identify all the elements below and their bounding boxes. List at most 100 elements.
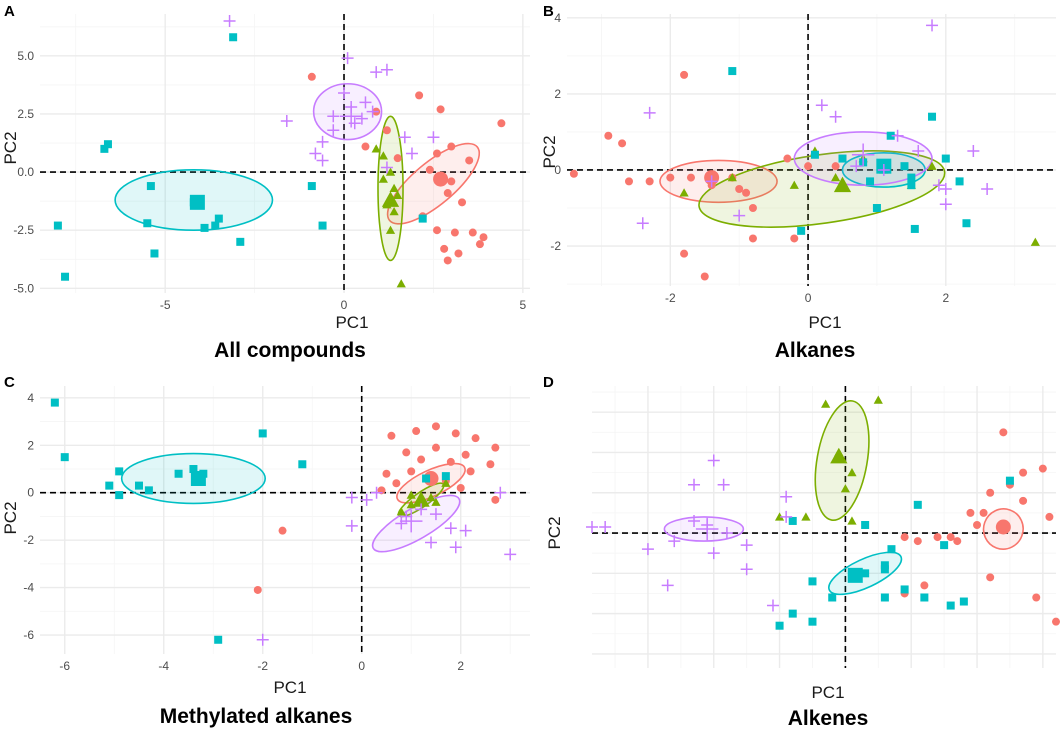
data-point-c3 (146, 182, 155, 191)
panel-a-x-tick-label: 0 (341, 298, 348, 312)
data-point-c1 (624, 177, 633, 186)
data-point-c3 (907, 173, 916, 182)
data-point-c1 (253, 585, 262, 594)
panel-d-x-axis-title: PC1 (811, 683, 844, 702)
data-point-c3 (200, 223, 209, 232)
data-point-c2 (378, 151, 388, 160)
data-point-c1 (680, 70, 689, 79)
data-point-c4 (912, 144, 925, 157)
panel-c-letter: C (4, 374, 15, 391)
data-point-c1 (920, 581, 929, 590)
data-point-c2 (821, 399, 831, 408)
data-point-c3 (61, 272, 70, 281)
data-point-c4 (327, 124, 340, 137)
data-point-c3 (788, 516, 797, 525)
data-point-c2 (406, 490, 416, 499)
panel-d-letter: D (543, 374, 554, 391)
data-point-c3 (214, 214, 223, 223)
confidence-ellipse-c4 (371, 494, 461, 553)
data-point-c3 (307, 182, 316, 191)
data-point-c3 (60, 453, 69, 462)
data-point-c4 (405, 147, 418, 160)
data-point-c3 (880, 593, 889, 602)
data-point-c4 (733, 209, 746, 222)
data-point-c1 (417, 455, 426, 464)
data-point-c4 (316, 135, 329, 148)
centroid-c3 (189, 194, 205, 210)
data-point-c3 (418, 214, 427, 223)
panel-c-y-tick-label: 4 (27, 391, 34, 405)
data-point-c4 (360, 493, 373, 506)
data-point-c1 (748, 204, 757, 213)
confidence-ellipse-c4 (312, 82, 383, 141)
data-point-c4 (661, 579, 674, 592)
data-point-c4 (427, 131, 440, 144)
data-point-c1 (686, 173, 695, 182)
data-point-c4 (707, 547, 720, 560)
data-point-c4 (316, 154, 329, 167)
data-point-c1 (475, 240, 484, 249)
data-point-c3 (887, 545, 896, 554)
data-point-c4 (280, 114, 293, 127)
data-point-c3 (886, 131, 895, 140)
data-point-c3 (318, 221, 327, 230)
centroid-c3 (190, 470, 206, 486)
panel-a-y-tick-label: 5.0 (17, 49, 34, 63)
panel-d-title: Alkenes (788, 707, 869, 730)
data-point-c4 (494, 486, 507, 499)
data-point-c4 (829, 110, 842, 123)
data-point-c4 (429, 508, 442, 521)
data-point-c3 (941, 154, 950, 163)
data-point-c3 (880, 561, 889, 570)
data-point-c1 (783, 154, 792, 163)
centroid-c2 (833, 176, 852, 193)
data-point-c4 (877, 163, 890, 176)
data-point-c1 (465, 156, 474, 165)
data-point-c3 (872, 204, 881, 213)
data-point-c4 (850, 160, 863, 173)
data-point-c4 (504, 548, 517, 561)
data-point-c1 (447, 177, 456, 186)
panel-c-x-tick-label: -2 (257, 659, 268, 673)
panel-a-x-axis-title: PC1 (335, 313, 368, 332)
panel-a-plot-area: -5 0 5 -5.0 -2.5 0.0 2.5 5.0 (13, 14, 530, 312)
data-point-c3 (189, 465, 198, 474)
panel-b-x-tick-label: 2 (942, 291, 949, 305)
data-point-c4 (939, 198, 952, 211)
data-point-c4 (720, 527, 733, 540)
panel-b-plot-area: -2 0 2 -2 0 2 4 (550, 11, 1056, 305)
data-point-c4 (345, 491, 358, 504)
data-point-c4 (395, 517, 408, 530)
data-point-c1 (900, 533, 909, 542)
panel-d: D PC1 PC2 Alkenes (543, 374, 1060, 730)
data-point-c4 (309, 147, 322, 160)
data-point-c2 (873, 395, 883, 404)
centroid-c3 (847, 567, 863, 583)
data-point-c1 (497, 119, 506, 128)
data-point-c1 (471, 434, 480, 443)
data-point-c3 (913, 500, 922, 509)
data-point-c2 (831, 172, 841, 182)
panel-a-x-tick-label: -5 (160, 298, 171, 312)
data-point-c3 (928, 112, 937, 121)
data-point-c3 (861, 569, 870, 578)
data-point-c1 (431, 443, 440, 452)
data-point-c1 (468, 228, 477, 237)
data-point-c1 (387, 431, 396, 440)
data-point-c4 (766, 599, 779, 612)
data-point-c3 (910, 224, 919, 233)
centroid-c2 (381, 191, 400, 207)
data-point-c1 (307, 72, 316, 81)
data-point-c4 (688, 478, 701, 491)
panel-c-title: Methylated alkanes (160, 705, 353, 728)
data-point-c1 (1052, 617, 1060, 626)
data-point-c4 (366, 105, 379, 118)
panel-b-x-tick-label: -2 (665, 291, 676, 305)
data-point-c4 (668, 535, 681, 548)
panel-d-plot-area (586, 386, 1060, 668)
panel-b-title: Alkanes (775, 339, 856, 362)
data-point-c3 (236, 237, 245, 246)
panel-a-y-axis-title: PC2 (1, 131, 20, 164)
data-point-c2 (789, 180, 799, 189)
data-point-c1 (402, 448, 411, 457)
